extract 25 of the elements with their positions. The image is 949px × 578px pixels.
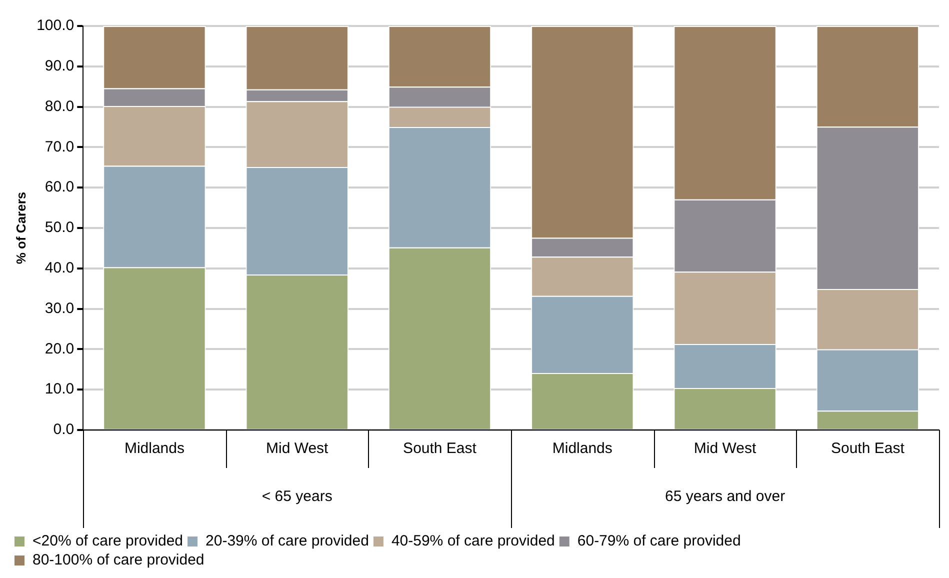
- x-tick-label: Midlands: [552, 440, 612, 458]
- y-tick-label: 0.0: [53, 421, 74, 438]
- legend-label: 60-79% of care provided: [577, 532, 741, 550]
- y-tick-label: 40.0: [44, 260, 74, 277]
- y-tick-label: 30.0: [44, 300, 74, 317]
- y-tick-label: 60.0: [44, 178, 74, 196]
- y-tick-label: 50.0: [44, 219, 74, 236]
- legend-label: <20% of care provided: [32, 532, 184, 550]
- legend-label: 40-59% of care provided: [391, 532, 555, 550]
- y-tick-label: 80.0: [44, 98, 74, 115]
- x-tick-label: Mid West: [694, 440, 757, 458]
- legend-label: 80-100% of care provided: [32, 552, 204, 569]
- y-tick-label: 10.0: [44, 380, 74, 398]
- y-tick-label: 100.0: [36, 17, 74, 34]
- y-tick-label: 90.0: [44, 58, 74, 75]
- y-axis-title: % of Carers: [13, 192, 28, 264]
- text: 65 years and over: [664, 488, 786, 506]
- x-tick-label: Mid West: [266, 440, 330, 458]
- text: < 65 years: [262, 488, 332, 506]
- x-tick-label: South East: [403, 440, 478, 458]
- x-tick-label: Midlands: [124, 440, 184, 458]
- y-tick-label: 20.0: [44, 340, 74, 358]
- y-tick-label: 70.0: [44, 138, 74, 156]
- x-tick-label: South East: [830, 440, 906, 458]
- legend-label: 20-39% of care provided: [206, 532, 369, 550]
